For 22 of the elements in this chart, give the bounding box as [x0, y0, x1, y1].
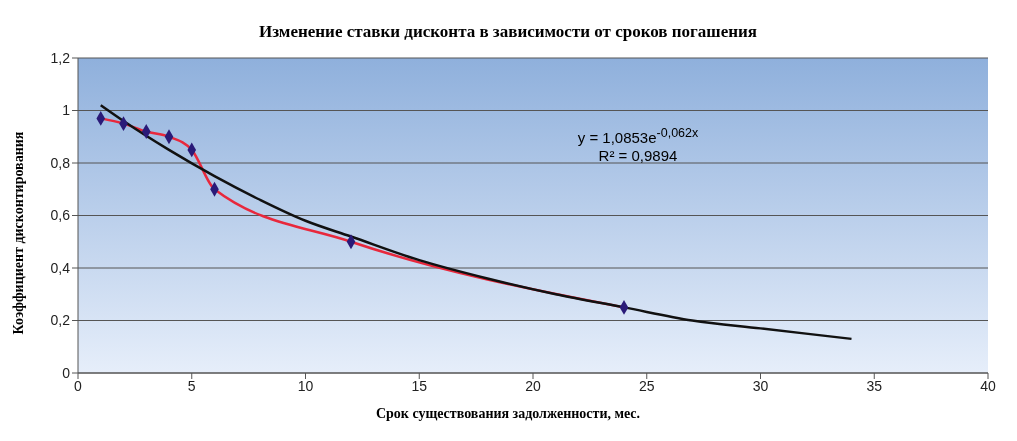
- x-tick-label: 30: [752, 377, 769, 394]
- y-tick-label: 0,6: [50, 207, 71, 224]
- x-tick-label: 10: [297, 377, 314, 394]
- line-series: [99, 104, 853, 341]
- chart-title: Изменение ставки дисконта в зависимости от сроков погашения: [259, 22, 757, 41]
- y-tick-label: 1: [62, 102, 71, 119]
- x-tick-label: 5: [187, 377, 196, 394]
- y-tick-label: 0: [62, 364, 71, 381]
- y-tick-label: 0,8: [50, 154, 71, 171]
- x-tick-label: 40: [980, 377, 996, 394]
- x-tick-label: 35: [866, 377, 883, 394]
- x-axis-title: Срок существования задолженности, мес.: [374, 406, 642, 422]
- annotation: y = 1,0853e$^{-0,062x}$: [576, 125, 700, 147]
- annotation: R² = 0,9894: [597, 147, 679, 165]
- y-tick-label: 0,2: [50, 312, 71, 329]
- y-tick-label: 0,4: [50, 259, 71, 276]
- x-tick-label: 25: [638, 377, 655, 394]
- x-tick-label: 0: [74, 377, 83, 394]
- y-tick-label: 1,2: [50, 49, 71, 66]
- y-axis-title: Коэффициент дисконтирования: [11, 131, 27, 335]
- x-tick-label: 20: [525, 377, 541, 394]
- x-tick-label: 15: [411, 377, 428, 394]
